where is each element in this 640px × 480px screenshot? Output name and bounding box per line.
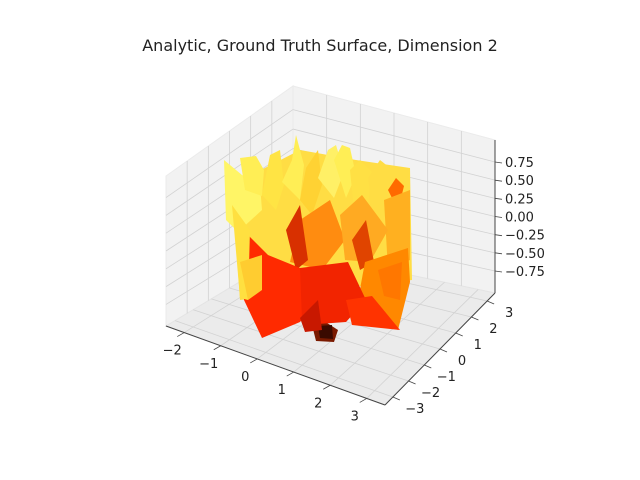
surface-spike-3 — [300, 150, 322, 215]
y-tick-mark — [424, 364, 432, 369]
x-tick-mark — [323, 384, 331, 390]
x-tick-mark — [286, 371, 294, 377]
y-tick-mark — [471, 316, 479, 321]
x-tick-mark — [213, 345, 221, 351]
z-tick-label: −0.50 — [505, 247, 545, 262]
y-tick-label: −1 — [437, 370, 456, 385]
surface-spike-6 — [350, 160, 372, 210]
surface-dark-cut — [286, 205, 308, 270]
surface-spike-1 — [262, 150, 284, 210]
y-tick-label: 2 — [489, 322, 497, 337]
x-tick-label: −2 — [163, 344, 182, 359]
surface-top-left-b — [240, 156, 264, 196]
chart-title: Analytic, Ground Truth Surface, Dimensio… — [142, 36, 498, 55]
y-tick-label: 0 — [458, 354, 466, 369]
x-tick-mark — [177, 332, 185, 337]
y-tick-mark — [455, 332, 463, 337]
x-tick-mark — [359, 398, 367, 403]
surface-spike-5 — [334, 145, 356, 198]
y-tick-mark — [439, 348, 448, 353]
y-tick-label: −2 — [421, 386, 440, 401]
z-tick-mark — [494, 161, 503, 164]
z-tick-mark — [494, 270, 503, 273]
z-ticks: 0.75 0.50 0.25 0.00 −0.25 −0.50 −0.75 — [494, 156, 545, 280]
y-gridline-floor — [193, 309, 409, 382]
y-tick-mark — [486, 300, 495, 305]
x-tick-label: 0 — [241, 370, 249, 385]
x-axis-line — [165, 325, 386, 406]
surface-left-wedge — [240, 255, 262, 300]
z-tick-mark — [494, 252, 503, 255]
surface-front-right — [346, 296, 400, 330]
z-tick-label: 0.00 — [505, 211, 534, 226]
surface-right-panel-dark — [378, 262, 402, 300]
z-tick-mark — [494, 179, 503, 182]
z-tick-mark — [494, 216, 503, 218]
y-tick-label: 3 — [505, 306, 513, 321]
y-tick-label: 1 — [474, 338, 482, 353]
x-tick-label: 1 — [278, 383, 286, 398]
x-ticks: −2 −1 0 1 2 3 — [163, 332, 367, 424]
x-tick-mark — [250, 358, 258, 364]
surface-spike-2 — [282, 135, 304, 200]
surface-front-left — [238, 225, 318, 338]
z-tick-label: −0.75 — [505, 265, 545, 280]
y-tick-mark — [392, 396, 401, 401]
surface-dark-cut-b — [352, 220, 374, 270]
z-tick-label: 0.25 — [505, 192, 534, 207]
z-tick-label: −0.25 — [505, 229, 545, 244]
y-gridline-floor — [174, 320, 393, 398]
y-tick-label: −3 — [405, 402, 424, 417]
x-tick-label: −1 — [199, 357, 218, 372]
z-tick-mark — [494, 234, 503, 237]
x-tick-label: 2 — [314, 396, 322, 411]
z-tick-mark — [494, 197, 503, 200]
z-tick-label: 0.50 — [505, 174, 534, 189]
surface-spike-7 — [368, 160, 390, 210]
surface-front-shadow — [300, 300, 322, 332]
y-tick-mark — [408, 380, 416, 385]
x-tick-label: 3 — [351, 409, 359, 424]
z-tick-label: 0.75 — [505, 156, 534, 171]
surface — [224, 135, 412, 342]
